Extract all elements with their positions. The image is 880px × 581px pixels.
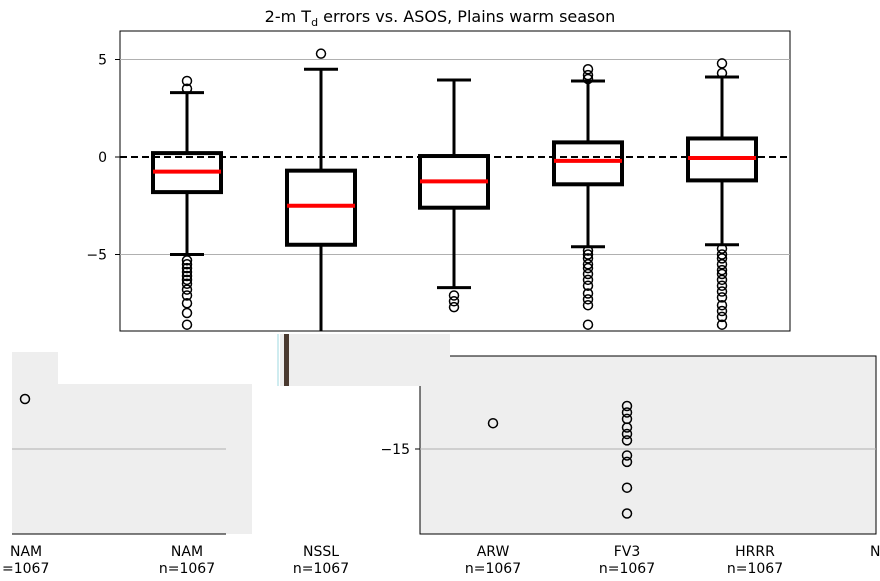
outlier-marker [448, 290, 460, 301]
category-label: FV3 [614, 544, 641, 560]
ytick-label: 0 [98, 150, 107, 166]
category-count-label: n=1067 [465, 561, 521, 577]
outlier-marker [181, 266, 193, 278]
outlier-marker [448, 296, 460, 307]
outlier-marker [181, 83, 193, 94]
outlier-marker [716, 286, 728, 297]
outlier-marker [621, 422, 633, 433]
category-count-label: n=1067 [293, 561, 349, 577]
lower-middle-fragment [280, 334, 450, 386]
outlier-marker [621, 482, 633, 493]
category-count-label: n=1067 [599, 561, 655, 577]
outlier-marker [181, 75, 193, 87]
outlier-marker [716, 274, 728, 286]
outlier-marker [315, 48, 327, 59]
outlier-marker [448, 301, 460, 313]
outlier-marker [181, 278, 193, 289]
outlier-marker [582, 299, 594, 311]
outlier-marker [582, 294, 594, 305]
lower-right-panel [419, 355, 877, 535]
iqr-box [552, 140, 624, 187]
chart-title-rest: errors vs. ASOS, Plains warm season [318, 7, 615, 26]
category-label: NSSL [303, 544, 339, 560]
outlier-marker [582, 73, 594, 85]
outlier-marker [181, 284, 193, 295]
outlier-marker [716, 253, 728, 264]
outlier-marker [582, 262, 594, 274]
edge-left-count-label: =1067 [2, 561, 49, 577]
box-nssl [285, 48, 357, 331]
outlier-marker [582, 274, 594, 286]
outlier-marker [716, 299, 728, 311]
box-fv3 [552, 64, 633, 519]
box-hrrr [686, 58, 758, 330]
outlier-marker [716, 292, 728, 303]
outlier-marker [181, 262, 193, 274]
outlier-marker [487, 417, 499, 429]
outlier-marker [582, 280, 594, 291]
outlier-marker [582, 288, 594, 299]
outlier-marker [582, 268, 594, 280]
outlier-marker [181, 255, 193, 266]
ytick-label: 5 [98, 53, 107, 69]
outlier-marker [181, 270, 193, 282]
outlier-marker [621, 407, 633, 418]
box-nam [151, 75, 223, 330]
outlier-marker [621, 400, 633, 412]
outlier-marker [181, 259, 193, 270]
outlier-marker [582, 319, 594, 330]
outlier-marker [621, 456, 633, 468]
outlier-marker [181, 290, 193, 301]
outlier-marker [716, 311, 728, 323]
outlier-marker [621, 435, 633, 446]
category-label: ARW [477, 544, 510, 560]
outlier-marker [582, 69, 594, 81]
outlier-marker [716, 67, 728, 79]
glitch-bar [284, 334, 289, 386]
chart-title-main: 2-m T [265, 7, 312, 26]
outlier-marker [716, 305, 728, 317]
box-arw [418, 78, 499, 429]
outlier-marker [621, 450, 633, 461]
outlier-marker [181, 307, 193, 319]
chart-title: 2-m Td errors vs. ASOS, Plains warm seas… [265, 7, 616, 29]
outlier-marker [582, 245, 594, 256]
boxes-layer [151, 48, 758, 519]
category-label: HRRR [735, 544, 775, 560]
lower-left-outlier-marker [19, 393, 31, 405]
outlier-marker [716, 280, 728, 291]
category-count-label: n=1067 [159, 561, 215, 577]
category-label-layer: NAMn=1067NSSLn=1067ARWn=1067FV3n=1067HRR… [159, 544, 783, 577]
outlier-marker [181, 319, 193, 330]
lower-left-panel-gap [58, 352, 252, 384]
edge-left-category-label: NAM [10, 544, 42, 560]
chart-title-subscript: d [311, 16, 318, 29]
outlier-marker [716, 268, 728, 280]
y-tick-layer: 5 0 −5 [86, 53, 120, 264]
edge-right-category-label: N [870, 544, 880, 560]
lower-ytick-label: −15 [380, 442, 410, 458]
category-label: NAM [171, 544, 203, 560]
outlier-marker [621, 508, 633, 519]
outlier-marker [716, 319, 728, 330]
category-count-label: n=1067 [727, 561, 783, 577]
outlier-marker [621, 428, 633, 440]
ytick-label: −5 [86, 248, 107, 264]
